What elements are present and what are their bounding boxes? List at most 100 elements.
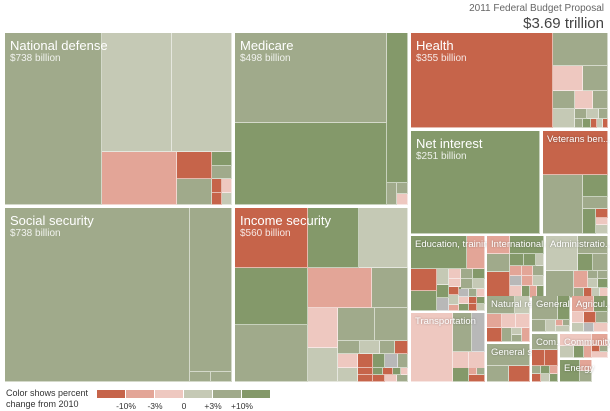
treemap-subcell[interactable] [598,279,608,288]
treemap-subcell[interactable] [603,119,608,128]
treemap-subcell[interactable] [212,193,222,205]
treemap-subcell[interactable] [177,152,212,179]
treemap-subcell[interactable] [510,276,522,286]
treemap-subcell[interactable] [393,368,401,375]
treemap-subcell[interactable] [383,368,393,375]
treemap-subcell[interactable] [467,236,485,269]
treemap-subcell[interactable] [487,236,510,254]
treemap-subcell[interactable] [235,208,308,268]
treemap-subcell[interactable] [596,218,608,225]
treemap-subcell[interactable] [397,375,408,382]
treemap-subcell[interactable] [338,308,375,341]
treemap-subcell[interactable] [487,254,510,272]
treemap-tile-commerce[interactable]: Com... [532,334,564,382]
treemap-subcell[interactable] [385,354,398,368]
treemap-subcell[interactable] [102,33,172,152]
treemap-subcell[interactable] [373,375,385,382]
treemap-subcell[interactable] [553,109,575,128]
treemap-subcell[interactable] [472,313,485,352]
treemap-subcell[interactable] [584,312,596,323]
treemap-subcell[interactable] [387,33,408,183]
treemap-subcell[interactable] [550,366,558,374]
treemap-tile-energy[interactable]: Energy [560,360,594,382]
treemap-tile-community[interactable]: Community [560,334,610,358]
treemap-subcell[interactable] [553,66,583,91]
treemap-tile-agriculture[interactable]: Agricul... [572,296,610,332]
treemap-subcell[interactable] [575,109,587,119]
treemap-subcell[interactable] [510,254,524,266]
treemap-subcell[interactable] [449,287,459,295]
treemap-subcell[interactable] [358,354,373,368]
treemap-subcell[interactable] [600,346,608,352]
treemap-subcell[interactable] [522,328,530,342]
treemap-subcell[interactable] [553,33,608,66]
treemap-tile-veterans-benefits[interactable]: Veterans ben... [543,131,610,234]
treemap-subcell[interactable] [212,166,232,179]
treemap-tile-general-science[interactable]: General sc... [487,344,545,382]
treemap-subcell[interactable] [437,298,449,311]
treemap-subcell[interactable] [583,209,596,234]
treemap-subcell[interactable] [580,360,592,371]
treemap-subcell[interactable] [522,276,533,286]
treemap-subcell[interactable] [532,320,546,332]
treemap-tile-net-interest[interactable]: Net interest $251 billion [411,131,540,234]
treemap-tile-natural-resources[interactable]: Natural res... [487,296,545,342]
treemap-subcell[interactable] [502,328,512,342]
treemap-subcell[interactable] [473,269,485,279]
treemap-subcell[interactable] [477,368,485,375]
treemap-subcell[interactable] [469,304,477,311]
treemap-subcell[interactable] [558,296,570,320]
treemap-subcell[interactable] [235,33,387,123]
treemap-subcell[interactable] [375,308,408,341]
treemap-subcell[interactable] [487,328,502,342]
treemap-subcell[interactable] [453,368,469,382]
treemap-subcell[interactable] [449,295,459,305]
treemap-subcell[interactable] [411,291,437,311]
treemap-subcell[interactable] [397,194,408,205]
treemap-subcell[interactable] [556,326,570,332]
treemap-subcell[interactable] [397,183,408,194]
treemap-tile-general-government[interactable]: General ... [532,296,580,332]
treemap-subcell[interactable] [550,374,558,382]
treemap-subcell[interactable] [437,269,449,285]
treemap-tile-education-training[interactable]: Education, trainin... [411,236,496,311]
treemap-subcell[interactable] [449,269,461,279]
treemap-subcell[interactable] [360,341,380,354]
treemap-subcell[interactable] [395,341,408,354]
treemap-subcell[interactable] [532,366,541,374]
treemap-subcell[interactable] [583,66,608,91]
treemap-subcell[interactable] [509,366,530,382]
treemap-subcell[interactable] [469,375,485,382]
treemap-subcell[interactable] [596,225,608,234]
treemap-subcell[interactable] [385,375,397,382]
treemap-subcell[interactable] [308,348,338,382]
treemap-subcell[interactable] [477,289,485,297]
treemap-subcell[interactable] [553,91,575,109]
treemap-subcell[interactable] [532,350,545,366]
treemap-subcell[interactable] [172,33,232,152]
treemap-subcell[interactable] [572,296,594,312]
treemap-subcell[interactable] [556,320,563,326]
treemap-subcell[interactable] [532,296,558,320]
treemap-subcell[interactable] [487,314,502,328]
treemap-subcell[interactable] [572,323,584,332]
treemap-subcell[interactable] [487,272,510,298]
treemap-subcell[interactable] [477,297,485,304]
treemap-subcell[interactable] [487,344,530,366]
treemap-subcell[interactable] [502,314,516,328]
treemap-subcell[interactable] [469,368,477,375]
treemap-subcell[interactable] [411,33,553,128]
treemap-subcell[interactable] [524,254,536,266]
treemap-subcell[interactable] [533,276,544,286]
treemap-subcell[interactable] [588,271,598,279]
treemap-subcell[interactable] [235,268,308,325]
treemap-subcell[interactable] [541,374,550,382]
treemap-subcell[interactable] [459,304,469,311]
treemap-subcell[interactable] [308,208,359,268]
treemap-subcell[interactable] [338,341,360,354]
treemap-subcell[interactable] [5,208,190,382]
treemap-subcell[interactable] [546,236,578,271]
treemap-subcell[interactable] [380,341,395,354]
treemap-subcell[interactable] [563,320,570,326]
treemap-subcell[interactable] [510,236,544,254]
